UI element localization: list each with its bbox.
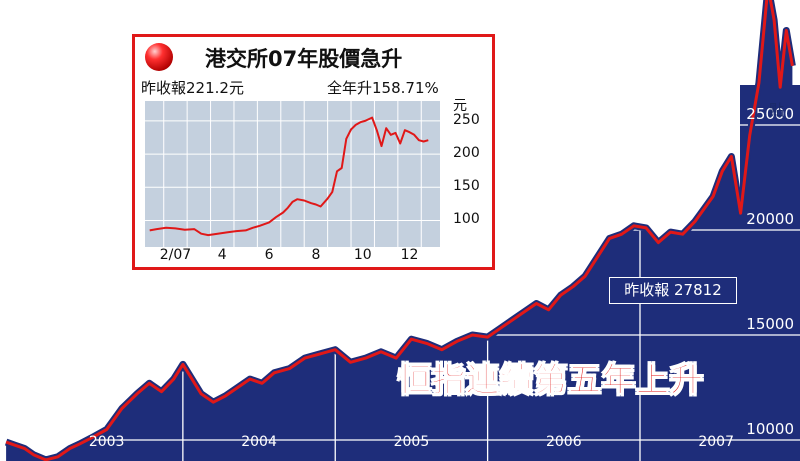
inset-y-tick-250: 250 [453, 111, 480, 128]
inset-y-tick-150: 150 [453, 178, 480, 195]
hsi-x-tick-2004: 2004 [241, 434, 277, 450]
inset-x-tick-10: 10 [353, 247, 372, 263]
hsi-x-tick-2007: 2007 [698, 434, 735, 450]
main-chart-headline: 恒指連續第五年上升 [398, 360, 704, 400]
inset-x-tick-4: 4 [217, 247, 227, 263]
inset-x-tick-8: 8 [311, 247, 321, 263]
red-ball-icon [145, 43, 173, 71]
hkex-inset-plot [145, 101, 440, 247]
inset-close-price: 昨收報221.2元 [141, 79, 244, 97]
hsi-y-tick-25000: 25000 [746, 105, 794, 123]
inset-yearly-gain: 全年升158.71% [327, 79, 439, 97]
main-y-unit: 點 [768, 101, 784, 119]
hsi-y-tick-10000: 10000 [746, 420, 794, 438]
hsi-line [5, 0, 794, 461]
inset-y-unit: 元 [453, 98, 467, 114]
inset-x-tick-2/07: 2/07 [159, 247, 192, 263]
inset-plot-background [145, 101, 440, 247]
inset-chart-title: 港交所07年股價急升 [205, 47, 403, 71]
hsi-y-tick-15000: 15000 [746, 315, 794, 333]
inset-price-line [149, 116, 429, 237]
hsi-y-tick-20000: 20000 [746, 210, 794, 228]
inset-x-tick-12: 12 [400, 247, 419, 263]
inset-y-tick-100: 100 [453, 211, 480, 228]
hsi-area-fill [6, 0, 800, 461]
inset-y-tick-200: 200 [453, 145, 480, 162]
hkex-inset-chart: 港交所07年股價急升 昨收報221.2元 全年升158.71% 元 250 200… [132, 34, 495, 270]
hsi-close-annotation: 昨收報 27812 [609, 277, 737, 304]
hsi-x-tick-2005: 2005 [393, 434, 430, 450]
hsi-x-tick-2003: 2003 [88, 434, 125, 450]
inset-x-tick-6: 6 [264, 247, 274, 263]
hsi-x-tick-2006: 2006 [545, 434, 582, 450]
